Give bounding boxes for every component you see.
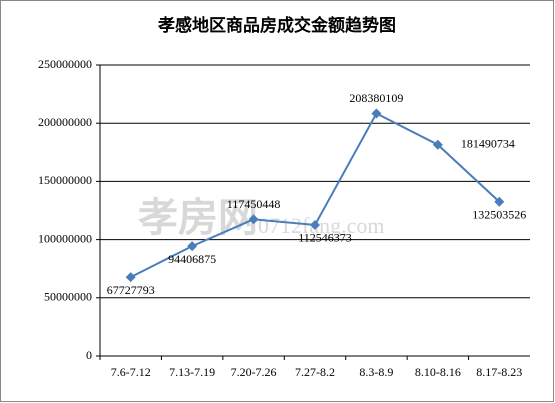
data-label: 208380109 bbox=[349, 91, 403, 105]
y-tick-label: 50000000 bbox=[44, 290, 92, 304]
y-tick-label: 100000000 bbox=[38, 231, 92, 245]
data-label: 117450448 bbox=[227, 197, 281, 211]
x-tick-label: 7.6-7.12 bbox=[111, 365, 151, 379]
data-label: 132503526 bbox=[472, 208, 526, 222]
x-tick-label: 8.3-8.9 bbox=[359, 365, 393, 379]
y-tick-label: 0 bbox=[86, 348, 92, 362]
marker bbox=[125, 272, 136, 283]
marker bbox=[494, 196, 505, 207]
data-label: 112546373 bbox=[298, 231, 352, 245]
x-tick-label: 7.13-7.19 bbox=[169, 365, 215, 379]
x-tick-label: 8.17-8.23 bbox=[476, 365, 522, 379]
data-label: 67727793 bbox=[107, 283, 155, 297]
x-tick-label: 7.20-7.26 bbox=[231, 365, 277, 379]
marker bbox=[310, 219, 320, 230]
data-label: 94406875 bbox=[168, 252, 216, 266]
data-label: 181490734 bbox=[461, 136, 515, 150]
x-tick-label: 8.10-8.16 bbox=[415, 365, 461, 379]
marker bbox=[432, 139, 443, 150]
y-tick-label: 150000000 bbox=[38, 173, 92, 187]
x-tick-label: 7.27-8.2 bbox=[295, 365, 335, 379]
y-tick-label: 250000000 bbox=[38, 57, 92, 71]
y-tick-label: 200000000 bbox=[38, 115, 92, 129]
marker bbox=[371, 108, 382, 119]
watermark-url: 0712fang.com bbox=[258, 213, 384, 238]
watermark: 孝房网 bbox=[138, 195, 258, 240]
chart-title: 孝感地区商品房成交金额趋势图 bbox=[158, 15, 396, 35]
marker bbox=[187, 241, 198, 252]
marker bbox=[248, 214, 259, 225]
